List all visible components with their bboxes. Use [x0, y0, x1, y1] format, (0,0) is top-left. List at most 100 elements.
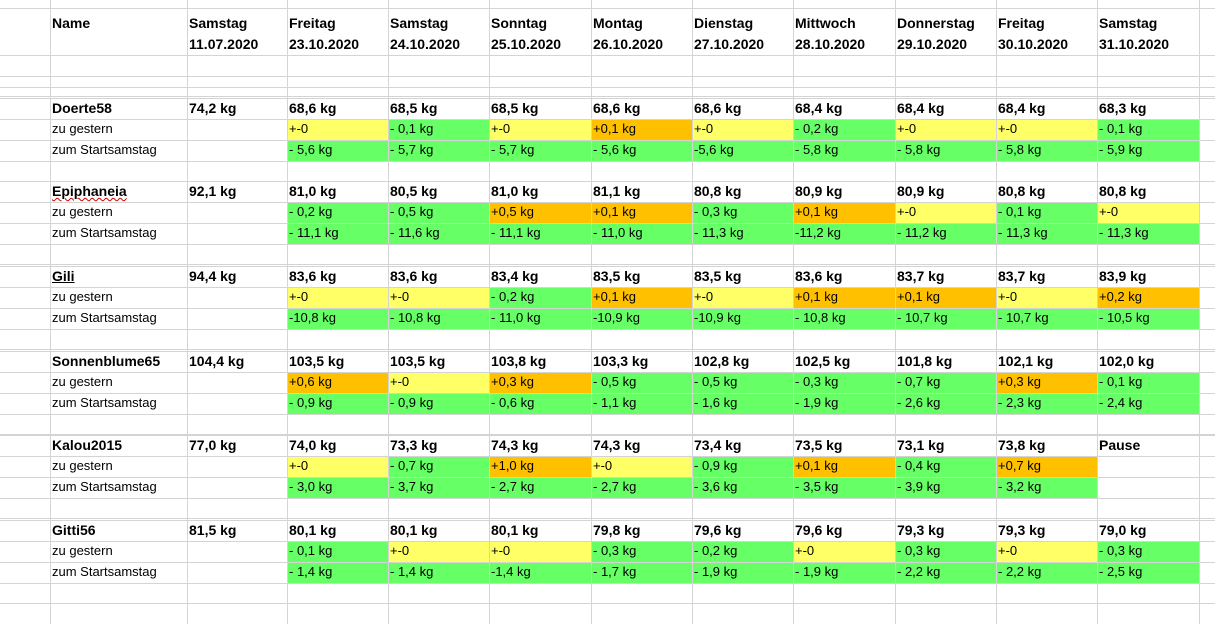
daily-diff-cell[interactable]: +-0 — [1099, 204, 1119, 219]
weight-cell[interactable]: 79,6 kg — [795, 522, 843, 538]
start-diff-cell[interactable]: - 1,9 kg — [694, 564, 738, 579]
daily-diff-cell[interactable]: +-0 — [694, 121, 714, 136]
daily-diff-cell[interactable]: - 0,5 kg — [390, 204, 434, 219]
start-diff-cell[interactable]: - 2,3 kg — [998, 395, 1042, 410]
start-diff-cell[interactable]: - 11,3 kg — [998, 225, 1048, 240]
weight-cell[interactable]: 102,5 kg — [795, 353, 851, 369]
start-diff-cell[interactable]: -10,9 kg — [694, 310, 741, 325]
weight-cell[interactable]: 73,1 kg — [897, 437, 945, 453]
start-diff-cell[interactable]: - 11,1 kg — [491, 225, 541, 240]
start-diff-cell[interactable]: -10,9 kg — [593, 310, 640, 325]
daily-diff-cell[interactable]: - 0,7 kg — [897, 374, 941, 389]
start-diff-cell[interactable]: - 11,1 kg — [289, 225, 339, 240]
weight-cell[interactable]: 80,5 kg — [390, 183, 438, 199]
daily-diff-cell[interactable]: +0,5 kg — [491, 204, 535, 219]
header-date-cell[interactable]: 23.10.2020 — [289, 36, 360, 52]
daily-diff-cell[interactable]: +0,1 kg — [795, 458, 839, 473]
weight-cell[interactable]: 74,3 kg — [491, 437, 539, 453]
daily-diff-cell[interactable]: +0,3 kg — [998, 374, 1042, 389]
weight-cell[interactable]: 83,9 kg — [1099, 268, 1147, 284]
weight-cell[interactable]: 80,9 kg — [897, 183, 945, 199]
daily-diff-cell[interactable]: +-0 — [998, 121, 1018, 136]
start-diff-cell[interactable]: - 5,8 kg — [795, 142, 839, 157]
weight-cell[interactable]: 80,9 kg — [795, 183, 843, 199]
start-diff-cell[interactable]: - 0,9 kg — [390, 395, 434, 410]
row-label-zu-gestern[interactable]: zu gestern — [52, 543, 113, 558]
start-diff-cell[interactable]: -11,2 kg — [795, 225, 842, 240]
weight-cell[interactable]: 79,3 kg — [998, 522, 1046, 538]
weight-cell[interactable]: 81,0 kg — [289, 183, 337, 199]
header-day-cell[interactable]: Samstag — [390, 15, 449, 31]
weight-cell[interactable]: 81,1 kg — [593, 183, 641, 199]
daily-diff-cell[interactable]: +-0 — [289, 121, 309, 136]
start-diff-cell[interactable]: - 11,0 kg — [491, 310, 541, 325]
weight-cell[interactable]: 79,8 kg — [593, 522, 641, 538]
row-label-zum-startsamstag[interactable]: zum Startsamstag — [52, 142, 157, 157]
header-day-cell[interactable]: Freitag — [998, 15, 1045, 31]
daily-diff-cell[interactable]: +0,3 kg — [491, 374, 535, 389]
daily-diff-cell[interactable]: +0,2 kg — [1099, 289, 1143, 304]
daily-diff-cell[interactable]: - 0,3 kg — [1099, 543, 1143, 558]
weight-cell[interactable]: 68,4 kg — [998, 100, 1046, 116]
start-diff-cell[interactable]: - 1,6 kg — [694, 395, 738, 410]
daily-diff-cell[interactable]: +0,1 kg — [593, 204, 637, 219]
header-day-cell[interactable]: Mittwoch — [795, 15, 856, 31]
start-diff-cell[interactable]: - 0,6 kg — [491, 395, 535, 410]
weight-cell[interactable]: 68,5 kg — [491, 100, 539, 116]
weight-cell[interactable]: 103,8 kg — [491, 353, 547, 369]
start-diff-cell[interactable]: - 10,7 kg — [897, 310, 948, 325]
weight-cell[interactable]: 79,3 kg — [897, 522, 945, 538]
row-label-zum-startsamstag[interactable]: zum Startsamstag — [52, 225, 157, 240]
daily-diff-cell[interactable]: +1,0 kg — [491, 458, 535, 473]
participant-name-cell[interactable]: Sonnenblume65 — [52, 353, 161, 369]
start-diff-cell[interactable]: - 3,5 kg — [795, 479, 839, 494]
daily-diff-cell[interactable]: +-0 — [897, 121, 917, 136]
start-diff-cell[interactable]: - 2,4 kg — [1099, 395, 1143, 410]
weight-cell[interactable]: 74,0 kg — [289, 437, 337, 453]
header-date-cell[interactable]: 26.10.2020 — [593, 36, 664, 52]
participant-name-cell[interactable]: Doerte58 — [52, 100, 112, 116]
daily-diff-cell[interactable]: - 0,7 kg — [390, 458, 434, 473]
daily-diff-cell[interactable]: - 0,3 kg — [897, 543, 941, 558]
daily-diff-cell[interactable] — [1097, 456, 1099, 476]
weight-cell[interactable]: 83,7 kg — [897, 268, 945, 284]
row-label-zu-gestern[interactable]: zu gestern — [52, 121, 113, 136]
start-weight-cell[interactable]: 94,4 kg — [189, 268, 237, 284]
start-diff-cell[interactable]: - 5,6 kg — [289, 142, 333, 157]
weight-cell[interactable]: 73,5 kg — [795, 437, 843, 453]
daily-diff-cell[interactable]: - 0,2 kg — [795, 121, 839, 136]
header-date-cell[interactable]: 31.10.2020 — [1099, 36, 1170, 52]
weight-cell[interactable]: 102,8 kg — [694, 353, 750, 369]
header-day-cell[interactable]: Dienstag — [694, 15, 754, 31]
weight-cell[interactable]: 80,8 kg — [998, 183, 1046, 199]
start-diff-cell[interactable]: - 1,9 kg — [795, 564, 839, 579]
row-label-zum-startsamstag[interactable]: zum Startsamstag — [52, 479, 157, 494]
weight-cell[interactable]: 73,3 kg — [390, 437, 438, 453]
participant-name-cell[interactable]: Gitti56 — [52, 522, 96, 538]
weight-cell[interactable]: 68,4 kg — [795, 100, 843, 116]
start-diff-cell[interactable]: - 11,2 kg — [897, 225, 947, 240]
weight-cell[interactable]: 83,4 kg — [491, 268, 539, 284]
header-day-cell[interactable]: Samstag — [189, 15, 248, 31]
start-diff-cell[interactable]: - 3,6 kg — [694, 479, 738, 494]
daily-diff-cell[interactable]: - 0,1 kg — [998, 204, 1042, 219]
header-day-cell[interactable]: Freitag — [289, 15, 336, 31]
start-diff-cell[interactable]: - 3,2 kg — [998, 479, 1042, 494]
daily-diff-cell[interactable]: - 0,3 kg — [593, 543, 637, 558]
daily-diff-cell[interactable]: - 0,1 kg — [289, 543, 333, 558]
start-diff-cell[interactable]: - 2,7 kg — [491, 479, 535, 494]
weight-cell[interactable]: 73,4 kg — [694, 437, 742, 453]
daily-diff-cell[interactable]: - 0,5 kg — [593, 374, 637, 389]
daily-diff-cell[interactable]: +-0 — [390, 543, 410, 558]
weight-cell[interactable]: 102,0 kg — [1099, 353, 1155, 369]
weight-cell[interactable]: 101,8 kg — [897, 353, 953, 369]
row-label-zu-gestern[interactable]: zu gestern — [52, 204, 113, 219]
weight-cell[interactable]: 68,5 kg — [390, 100, 438, 116]
start-diff-cell[interactable]: - 11,0 kg — [593, 225, 643, 240]
start-diff-cell[interactable]: - 2,6 kg — [897, 395, 941, 410]
start-diff-cell[interactable]: -10,8 kg — [289, 310, 336, 325]
daily-diff-cell[interactable]: +-0 — [390, 289, 410, 304]
weight-cell[interactable]: 81,0 kg — [491, 183, 539, 199]
row-label-zu-gestern[interactable]: zu gestern — [52, 289, 113, 304]
